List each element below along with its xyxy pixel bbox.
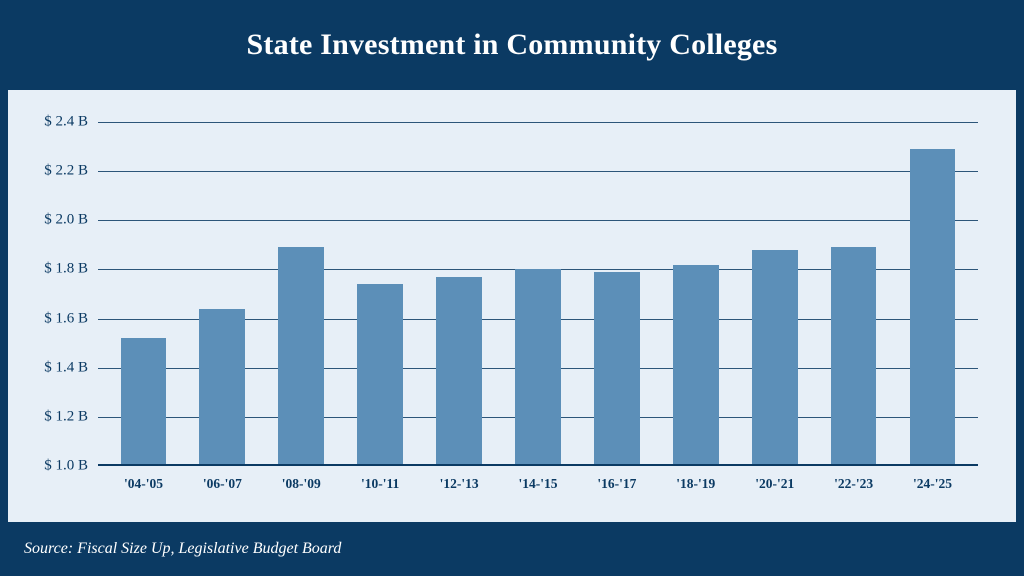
bar [121, 338, 167, 466]
bar-slot: '24-'25 [893, 122, 972, 466]
y-tick-label: $ 1.2 B [44, 408, 98, 425]
y-tick-label: $ 1.4 B [44, 359, 98, 376]
bar [357, 284, 403, 466]
x-tick-label: '22-'23 [834, 476, 873, 492]
y-tick-label: $ 2.2 B [44, 163, 98, 180]
footer: Source: Fiscal Size Up, Legislative Budg… [0, 522, 1024, 576]
title-band: State Investment in Community Colleges [0, 0, 1024, 90]
chart-title: State Investment in Community Colleges [247, 28, 778, 62]
bar-slot: '16-'17 [577, 122, 656, 466]
y-tick-label: $ 1.6 B [44, 310, 98, 327]
bar-slot: '18-'19 [656, 122, 735, 466]
bar-slot: '22-'23 [814, 122, 893, 466]
bar [910, 149, 956, 466]
x-tick-label: '08-'09 [282, 476, 321, 492]
bar-slot: '12-'13 [420, 122, 499, 466]
bar-slot: '20-'21 [735, 122, 814, 466]
x-tick-label: '06-'07 [203, 476, 242, 492]
bar [515, 269, 561, 466]
y-tick-label: $ 2.4 B [44, 114, 98, 131]
x-tick-label: '18-'19 [676, 476, 715, 492]
bar [831, 247, 877, 466]
bar [673, 265, 719, 466]
bar-slot: '14-'15 [499, 122, 578, 466]
bar [594, 272, 640, 466]
bar [199, 309, 245, 466]
x-axis-line [98, 464, 978, 466]
x-tick-label: '04-'05 [124, 476, 163, 492]
bar-slot: '06-'07 [183, 122, 262, 466]
bar-slot: '04-'05 [104, 122, 183, 466]
bar [436, 277, 482, 466]
y-tick-label: $ 2.0 B [44, 212, 98, 229]
bar [752, 250, 798, 466]
plot-area: $ 1.0 B$ 1.2 B$ 1.4 B$ 1.6 B$ 1.8 B$ 2.0… [98, 122, 978, 466]
x-tick-label: '14-'15 [518, 476, 557, 492]
bar-slot: '08-'09 [262, 122, 341, 466]
bar [278, 247, 324, 466]
chart-panel: $ 1.0 B $ 1.2 B $ 1.4 B $ 1.6 B $ 1.8 B $ 2.0… [8, 90, 1016, 522]
bar-slot: '10-'11 [341, 122, 420, 466]
y-tick-label: $ 1.8 B [44, 261, 98, 278]
source-text: Source: Fiscal Size Up, Legislative Budg… [24, 540, 341, 558]
slide: State Investment in Community Colleges $… [0, 0, 1024, 576]
y-tick-label: $ 1.0 B [44, 458, 98, 475]
x-tick-label: '10-'11 [361, 476, 399, 492]
bars-container: '04-'05'06-'07'08-'09'10-'11'12-'13'14-'… [98, 122, 978, 466]
x-tick-label: '12-'13 [440, 476, 479, 492]
x-tick-label: '20-'21 [755, 476, 794, 492]
x-tick-label: '24-'25 [913, 476, 952, 492]
x-tick-label: '16-'17 [597, 476, 636, 492]
